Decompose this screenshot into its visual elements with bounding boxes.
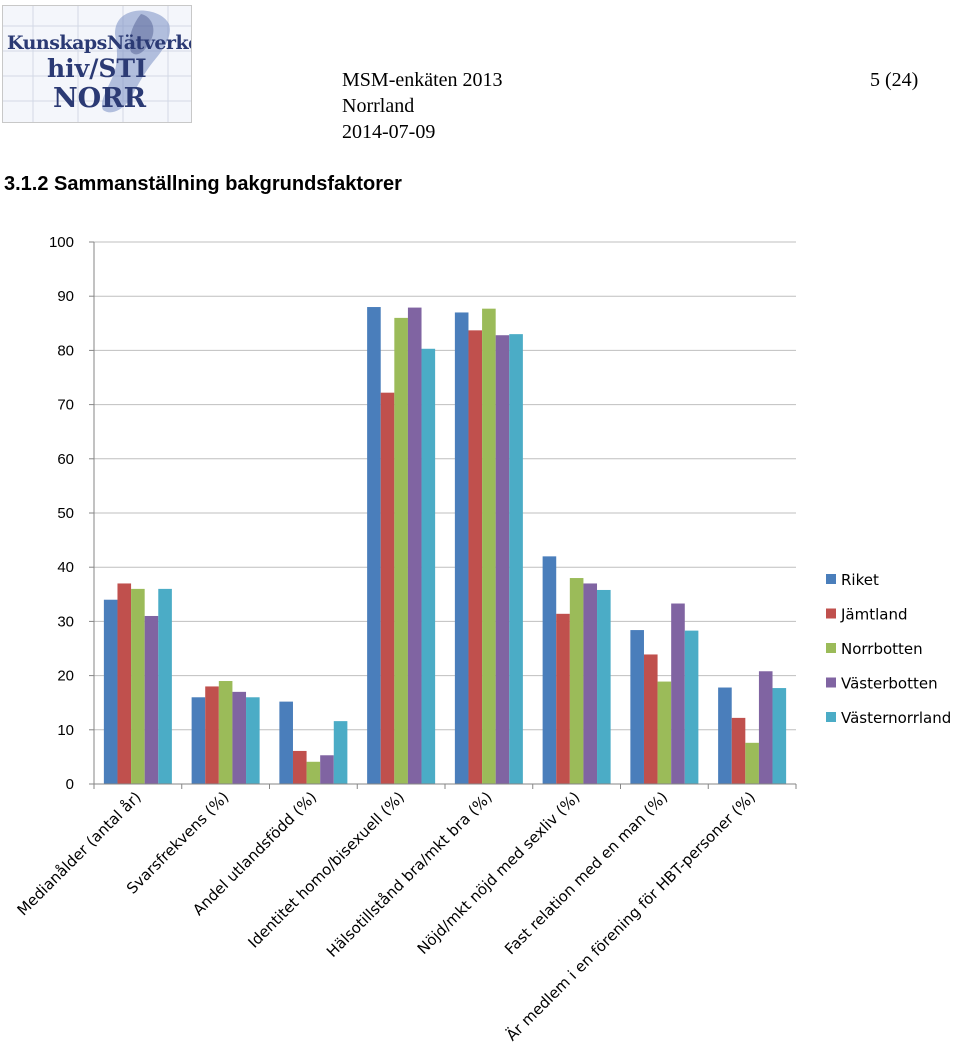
bar-Västernorrland-1	[246, 697, 260, 784]
bar-Jämtland-1	[205, 686, 219, 784]
y-tick-label-100: 100	[49, 234, 74, 251]
region-name: Norrland	[342, 95, 415, 117]
legend-swatch-Jämtland	[826, 608, 836, 619]
y-tick-label-0: 0	[66, 776, 74, 793]
x-category-label-3: Identitet homo/bisexuell (%)	[244, 788, 407, 951]
legend-label-Norrbotten: Norrbotten	[841, 640, 923, 658]
bar-Norrbotten-6	[657, 681, 672, 784]
bars	[103, 307, 787, 784]
y-tick-label-10: 10	[57, 722, 74, 739]
bar-Riket-5	[542, 556, 557, 784]
bar-Västerbotten-6	[671, 603, 685, 784]
legend-label-Jämtland: Jämtland	[840, 606, 908, 624]
section-title: 3.1.2 Sammanställning bakgrundsfaktorer	[4, 173, 402, 195]
bar-Västerbotten-0	[144, 615, 159, 784]
survey-name: MSM-enkäten 2013	[342, 69, 503, 91]
bar-Jämtland-5	[556, 613, 570, 784]
logo-text-line2: hiv/STI	[47, 54, 147, 83]
bar-Jämtland-2	[292, 750, 307, 784]
page-number: 5 (24)	[870, 69, 919, 91]
bar-Västernorrland-6	[684, 630, 699, 784]
report-date: 2014-07-09	[342, 121, 436, 143]
y-tick-label-70: 70	[57, 397, 74, 414]
bar-Riket-1	[191, 697, 206, 784]
bar-Norrbotten-5	[569, 578, 584, 784]
bar-Västernorrland-7	[772, 688, 787, 784]
bar-Västernorrland-4	[509, 334, 523, 784]
legend: Riket Jämtland Norrbotten Västerbotten Väste…	[826, 571, 951, 727]
bar-Västerbotten-4	[495, 335, 510, 784]
y-tick-label-30: 30	[57, 613, 74, 630]
x-category-label-4: Hälsotillstånd bra/mkt bra (%)	[323, 788, 496, 961]
x-axis-category-labels: Medianålder (antal år)Svarsfrekvens (%)A…	[14, 787, 759, 1044]
legend-label-Riket: Riket	[841, 571, 879, 589]
bar-Riket-6	[630, 630, 644, 784]
y-tick-label-80: 80	[57, 342, 74, 359]
bar-Norrbotten-1	[218, 681, 233, 784]
x-category-label-6: Fast relation med en man (%)	[501, 788, 671, 958]
bar-Västerbotten-2	[320, 755, 334, 784]
y-tick-label-60: 60	[57, 451, 74, 468]
bar-Västerbotten-1	[232, 691, 247, 784]
axes	[93, 242, 797, 789]
bar-Norrbotten-2	[306, 761, 321, 784]
y-axis-ticks: 0 10 20 30 40 50 60 70 80 90 100	[49, 234, 94, 793]
legend-label-Västerbotten: Västerbotten	[841, 675, 938, 693]
bar-Västerbotten-3	[407, 307, 422, 784]
logo-map-graphic	[3, 6, 191, 122]
bar-Västernorrland-2	[333, 721, 348, 784]
bar-Västernorrland-5	[597, 589, 611, 784]
bar-Jämtland-3	[380, 392, 395, 784]
bar-Västerbotten-5	[583, 583, 598, 784]
logo-text-line1: KunskapsNätverket	[7, 32, 192, 54]
bar-Riket-2	[279, 701, 293, 784]
legend-label-Västernorrland: Västernorrland	[841, 709, 951, 727]
bar-Norrbotten-3	[394, 317, 408, 784]
bar-Västernorrland-0	[158, 588, 172, 784]
legend-swatch-Riket	[826, 574, 836, 584]
bar-Riket-3	[367, 307, 381, 784]
y-tick-label-90: 90	[57, 288, 74, 305]
bar-Norrbotten-7	[745, 742, 759, 784]
y-tick-label-40: 40	[57, 559, 74, 576]
bar-Riket-7	[718, 687, 732, 784]
y-tick-label-50: 50	[57, 505, 74, 522]
x-category-label-5: Nöjd/mkt nöjd med sexliv (%)	[414, 788, 584, 958]
bar-Jämtland-7	[731, 717, 746, 784]
bar-Västerbotten-7	[758, 671, 773, 784]
bar-Riket-0	[103, 599, 118, 784]
logo-text-line3: NORR	[53, 83, 147, 114]
x-category-label-0: Medianålder (antal år)	[14, 788, 145, 919]
legend-swatch-Västernorrland	[826, 712, 836, 722]
bar-Jämtland-6	[643, 654, 658, 784]
logo: KunskapsNätverket hiv/STI NORR	[2, 5, 192, 123]
legend-swatch-Västerbotten	[826, 677, 836, 688]
bar-Riket-4	[454, 312, 469, 784]
y-tick-label-20: 20	[57, 668, 74, 685]
bar-Norrbotten-4	[482, 308, 496, 784]
bar-Västernorrland-3	[421, 348, 436, 784]
bar-Jämtland-4	[468, 330, 483, 784]
legend-swatch-Norrbotten	[826, 643, 836, 653]
bar-Norrbotten-0	[131, 588, 145, 784]
bar-Jämtland-0	[117, 583, 132, 784]
